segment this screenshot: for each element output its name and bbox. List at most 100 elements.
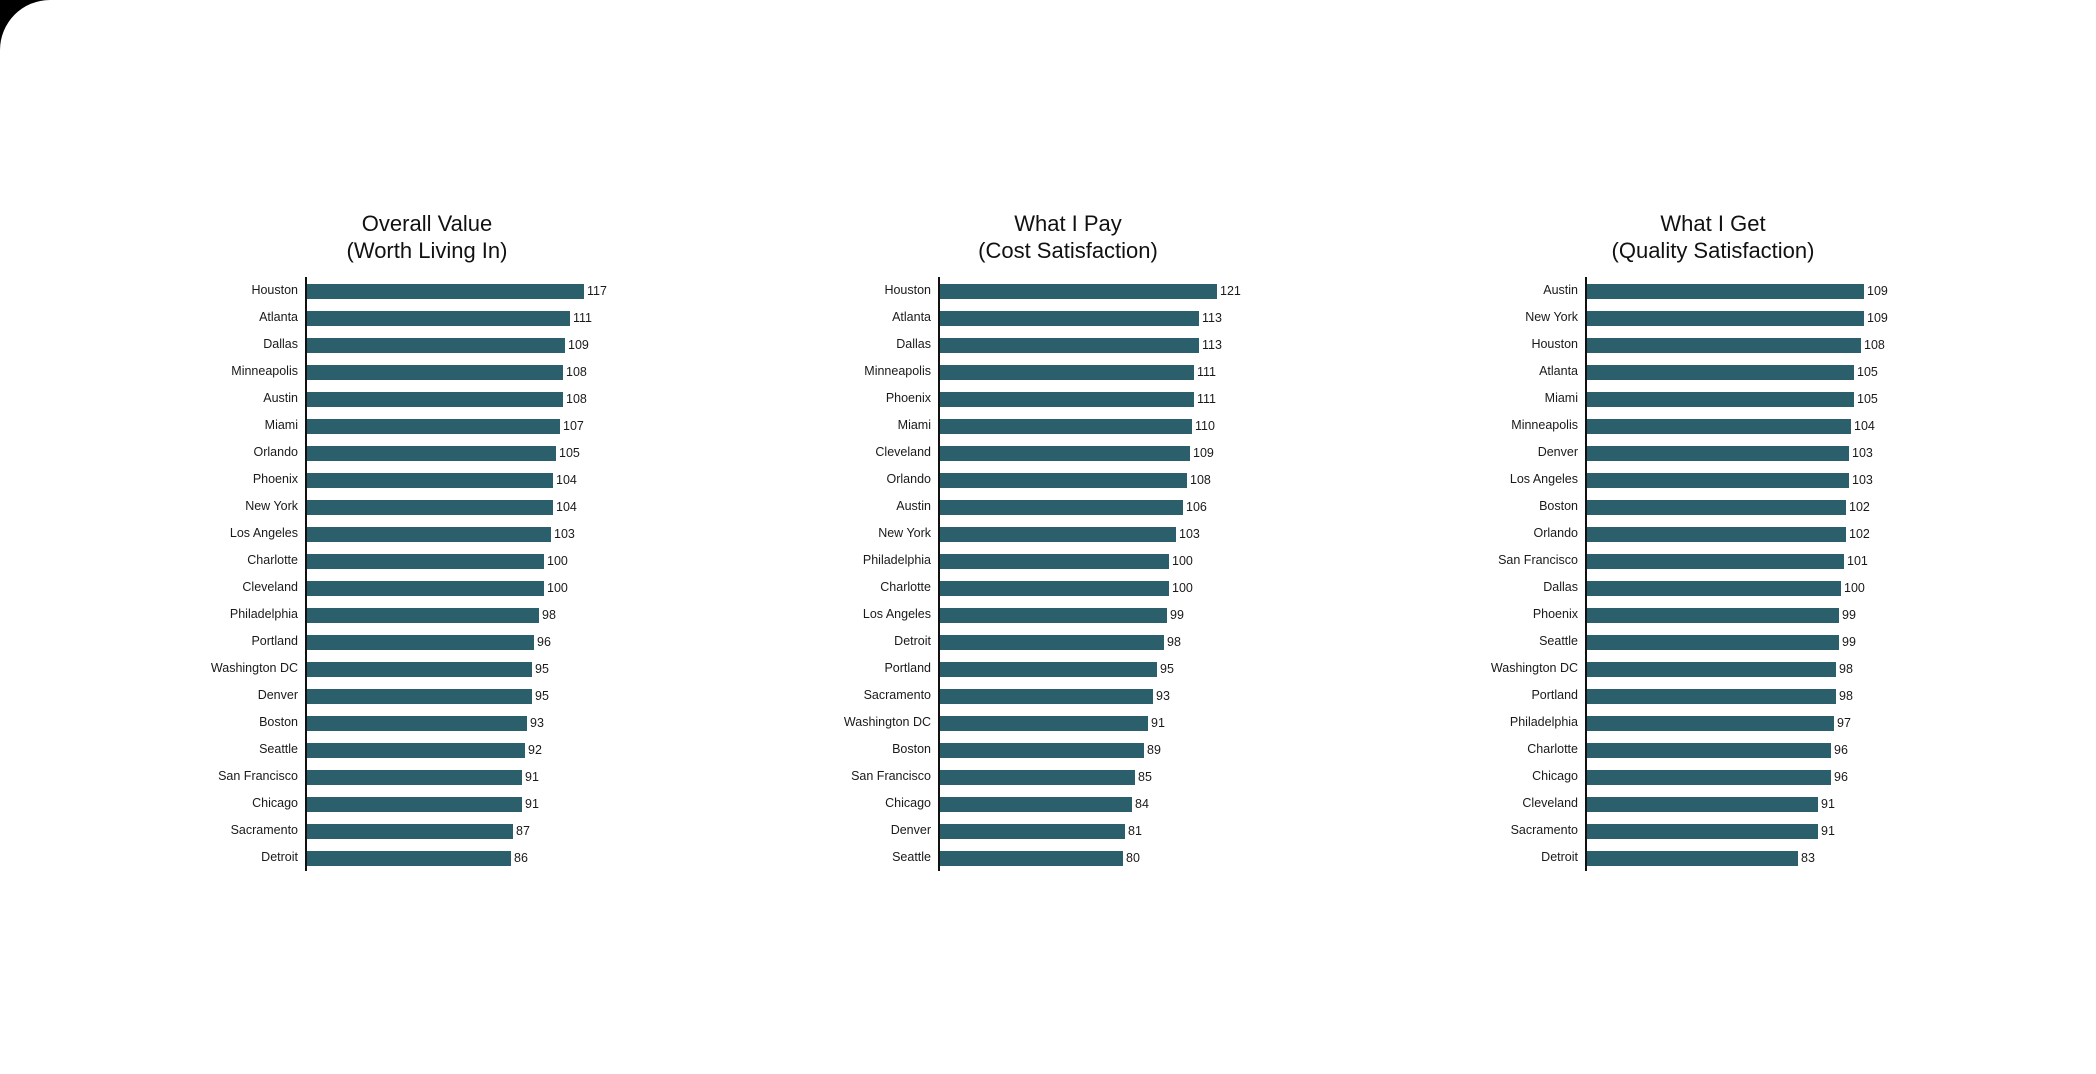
bar-row: Orlando 102: [1534, 520, 1986, 547]
bar-value-label: 100: [1172, 554, 1193, 568]
bar-row: Boston 93: [259, 709, 706, 736]
category-label: Philadelphia: [862, 553, 931, 567]
bar: [1587, 581, 1841, 596]
bar-row: Chicago 84: [885, 790, 1339, 817]
chart-title-line-2: (Worth Living In): [346, 238, 508, 263]
bar-row: Los Angeles 99: [863, 601, 1339, 628]
category-label: Atlanta: [1539, 364, 1578, 378]
category-label: Charlotte: [880, 580, 931, 594]
bar: [307, 338, 565, 353]
bar-value-label: 105: [559, 446, 580, 460]
bar-value-label: 108: [566, 365, 587, 379]
bar-row: Washington DC 95: [211, 655, 706, 682]
bar: [1587, 824, 1818, 839]
bar: [940, 419, 1192, 434]
chart-title: What I Get (Quality Satisfaction): [1513, 210, 1913, 264]
bar-row: Chicago 96: [1532, 763, 1986, 790]
bar-value-label: 96: [1834, 770, 1848, 784]
category-label: San Francisco: [218, 769, 298, 783]
bar: [307, 473, 553, 488]
category-label: Washington DC: [210, 661, 298, 675]
category-label: Boston: [259, 715, 298, 729]
bar: [307, 689, 532, 704]
bar-value-label: 104: [1854, 419, 1875, 433]
bar-row: Austin 106: [896, 493, 1339, 520]
bar-row: Minneapolis 104: [1511, 412, 1986, 439]
category-label: Seattle: [892, 850, 931, 864]
bar-value-label: 107: [563, 419, 584, 433]
bar-value-label: 98: [1839, 662, 1853, 676]
category-label: Chicago: [885, 796, 931, 810]
bar-row: Miami 105: [1545, 385, 1986, 412]
category-label: Boston: [892, 742, 931, 756]
bar: [307, 635, 534, 650]
bar: [940, 446, 1190, 461]
category-label: Miami: [897, 418, 931, 432]
bar-row: San Francisco 85: [851, 763, 1339, 790]
bar-value-label: 106: [1186, 500, 1207, 514]
category-label: Sacramento: [1510, 823, 1578, 837]
bar-value-label: 80: [1126, 851, 1140, 865]
bar-value-label: 104: [556, 473, 577, 487]
bar-value-label: 84: [1135, 797, 1149, 811]
bar-value-label: 103: [1179, 527, 1200, 541]
bar-value-label: 102: [1849, 527, 1870, 541]
bar: [1587, 473, 1849, 488]
bar-row: Portland 95: [884, 655, 1339, 682]
bar-value-label: 117: [587, 284, 607, 298]
bar-value-label: 99: [1170, 608, 1184, 622]
bar-row: Dallas 113: [896, 331, 1339, 358]
category-label: Los Angeles: [1509, 472, 1578, 486]
category-label: New York: [878, 526, 931, 540]
category-label: Dallas: [896, 337, 931, 351]
bar-value-label: 102: [1849, 500, 1870, 514]
bar-row: Austin 108: [263, 385, 706, 412]
chart-title-line-1: Overall Value: [361, 211, 493, 236]
bar: [307, 527, 551, 542]
bar-row: Los Angeles 103: [1510, 466, 1986, 493]
bar-row: Dallas 100: [1543, 574, 1986, 601]
bar: [1587, 365, 1854, 380]
category-label: Phoenix: [252, 472, 298, 486]
bar: [307, 716, 527, 731]
bar: [307, 770, 522, 785]
bar-value-label: 109: [1867, 311, 1888, 325]
bar: [307, 662, 532, 677]
bar-row: San Francisco 91: [218, 763, 706, 790]
bar-value-label: 96: [537, 635, 551, 649]
bar: [940, 527, 1176, 542]
bar-row: Phoenix 99: [1533, 601, 1986, 628]
bar-value-label: 100: [547, 554, 568, 568]
bar-value-label: 105: [1857, 365, 1878, 379]
bar-row: Philadelphia 98: [230, 601, 706, 628]
bar: [1587, 851, 1798, 866]
bar-value-label: 99: [1842, 608, 1856, 622]
bar-value-label: 95: [1160, 662, 1174, 676]
bar: [307, 419, 560, 434]
category-label: Los Angeles: [862, 607, 931, 621]
bar-row: Austin 109: [1543, 277, 1986, 304]
category-label: Portland: [1531, 688, 1578, 702]
bar: [307, 365, 563, 380]
category-label: Boston: [1539, 499, 1578, 513]
category-label: Philadelphia: [1509, 715, 1578, 729]
bar-value-label: 108: [566, 392, 587, 406]
bar: [940, 365, 1194, 380]
category-label: Cleveland: [1522, 796, 1578, 810]
bar-value-label: 109: [1193, 446, 1214, 460]
bar-row: Seattle 99: [1539, 628, 1986, 655]
bar-value-label: 85: [1138, 770, 1152, 784]
bar-value-label: 95: [535, 689, 549, 703]
category-label: Philadelphia: [229, 607, 298, 621]
bar-value-label: 121: [1220, 284, 1241, 298]
bar-row: Cleveland 109: [875, 439, 1339, 466]
bar-row: Charlotte 100: [247, 547, 706, 574]
category-label: Houston: [884, 283, 931, 297]
category-label: Charlotte: [247, 553, 298, 567]
bar: [940, 311, 1199, 326]
category-label: Detroit: [894, 634, 931, 648]
bar-value-label: 104: [556, 500, 577, 514]
bar-row: Seattle 92: [259, 736, 706, 763]
bar-value-label: 81: [1128, 824, 1142, 838]
category-label: Portland: [251, 634, 298, 648]
